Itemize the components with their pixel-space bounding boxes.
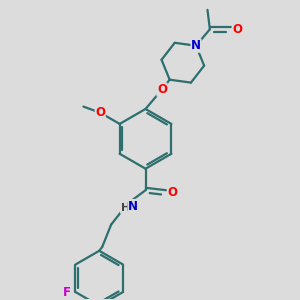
Text: O: O bbox=[167, 186, 177, 199]
Text: O: O bbox=[95, 106, 105, 119]
Text: N: N bbox=[128, 200, 138, 212]
Text: H: H bbox=[121, 203, 130, 213]
Text: F: F bbox=[62, 286, 70, 298]
Text: O: O bbox=[157, 83, 167, 96]
Text: O: O bbox=[232, 23, 242, 36]
Text: N: N bbox=[191, 39, 201, 52]
